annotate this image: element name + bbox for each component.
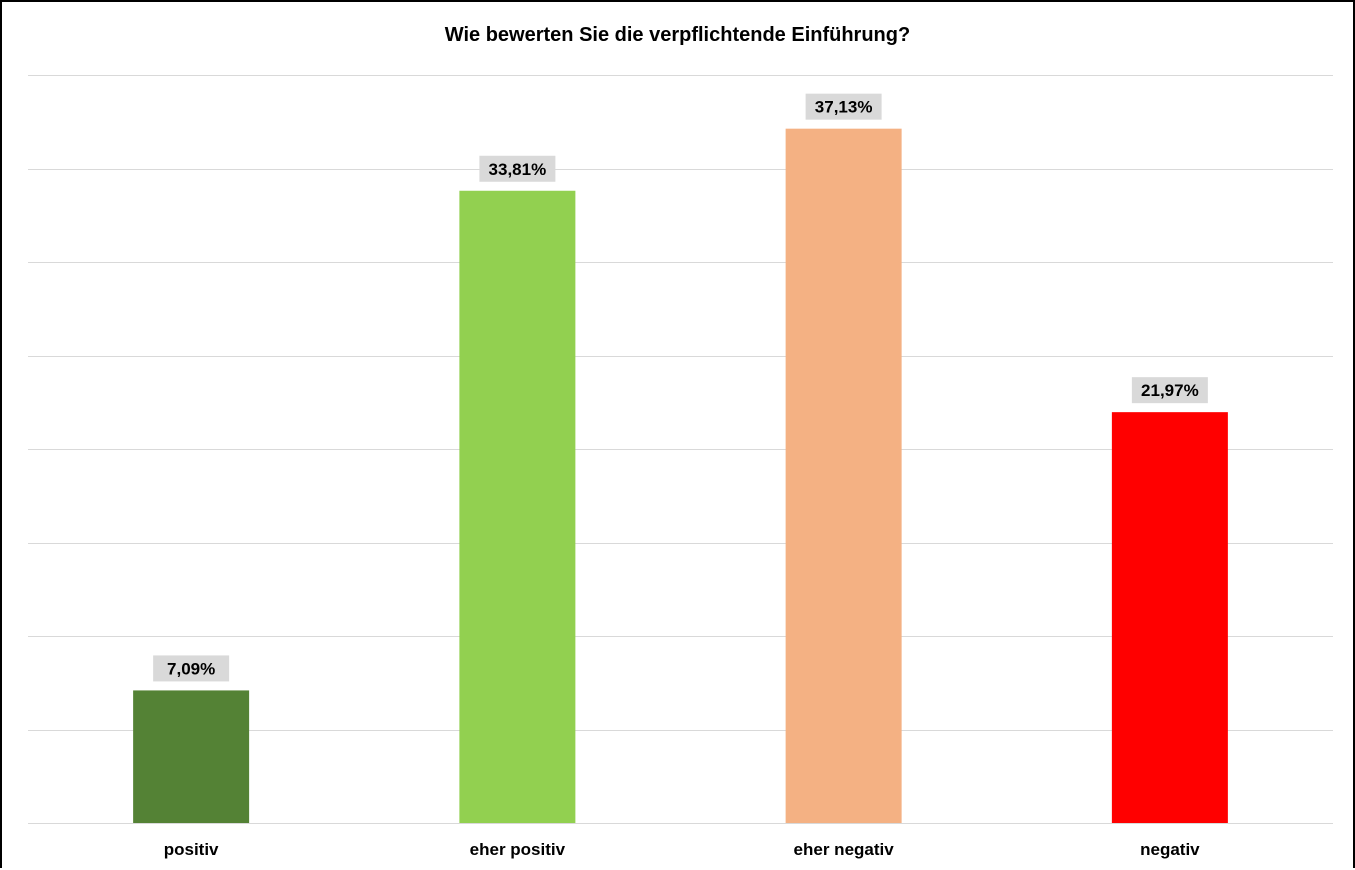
chart-title: Wie bewerten Sie die verpflichtende Einf…: [444, 24, 911, 46]
data-label: 21,97%: [1141, 381, 1199, 400]
data-label: 37,13%: [815, 98, 873, 117]
x-tick-label: eher negativ: [794, 840, 895, 859]
data-label: 7,09%: [167, 659, 215, 678]
x-tick-label: negativ: [1140, 840, 1200, 859]
bar-eher-positiv: [459, 190, 576, 824]
x-tick-label: positiv: [164, 840, 219, 859]
x-tick-label: eher positiv: [470, 840, 566, 859]
data-label-background: [805, 93, 882, 120]
bar-eher-negativ: [785, 128, 902, 823]
data-label-background: [479, 155, 556, 182]
bar-negativ: [1111, 412, 1228, 823]
data-label-background: [153, 655, 230, 682]
data-label-background: [1131, 377, 1208, 404]
bar-positiv: [133, 690, 250, 823]
data-label: 33,81%: [489, 160, 547, 179]
